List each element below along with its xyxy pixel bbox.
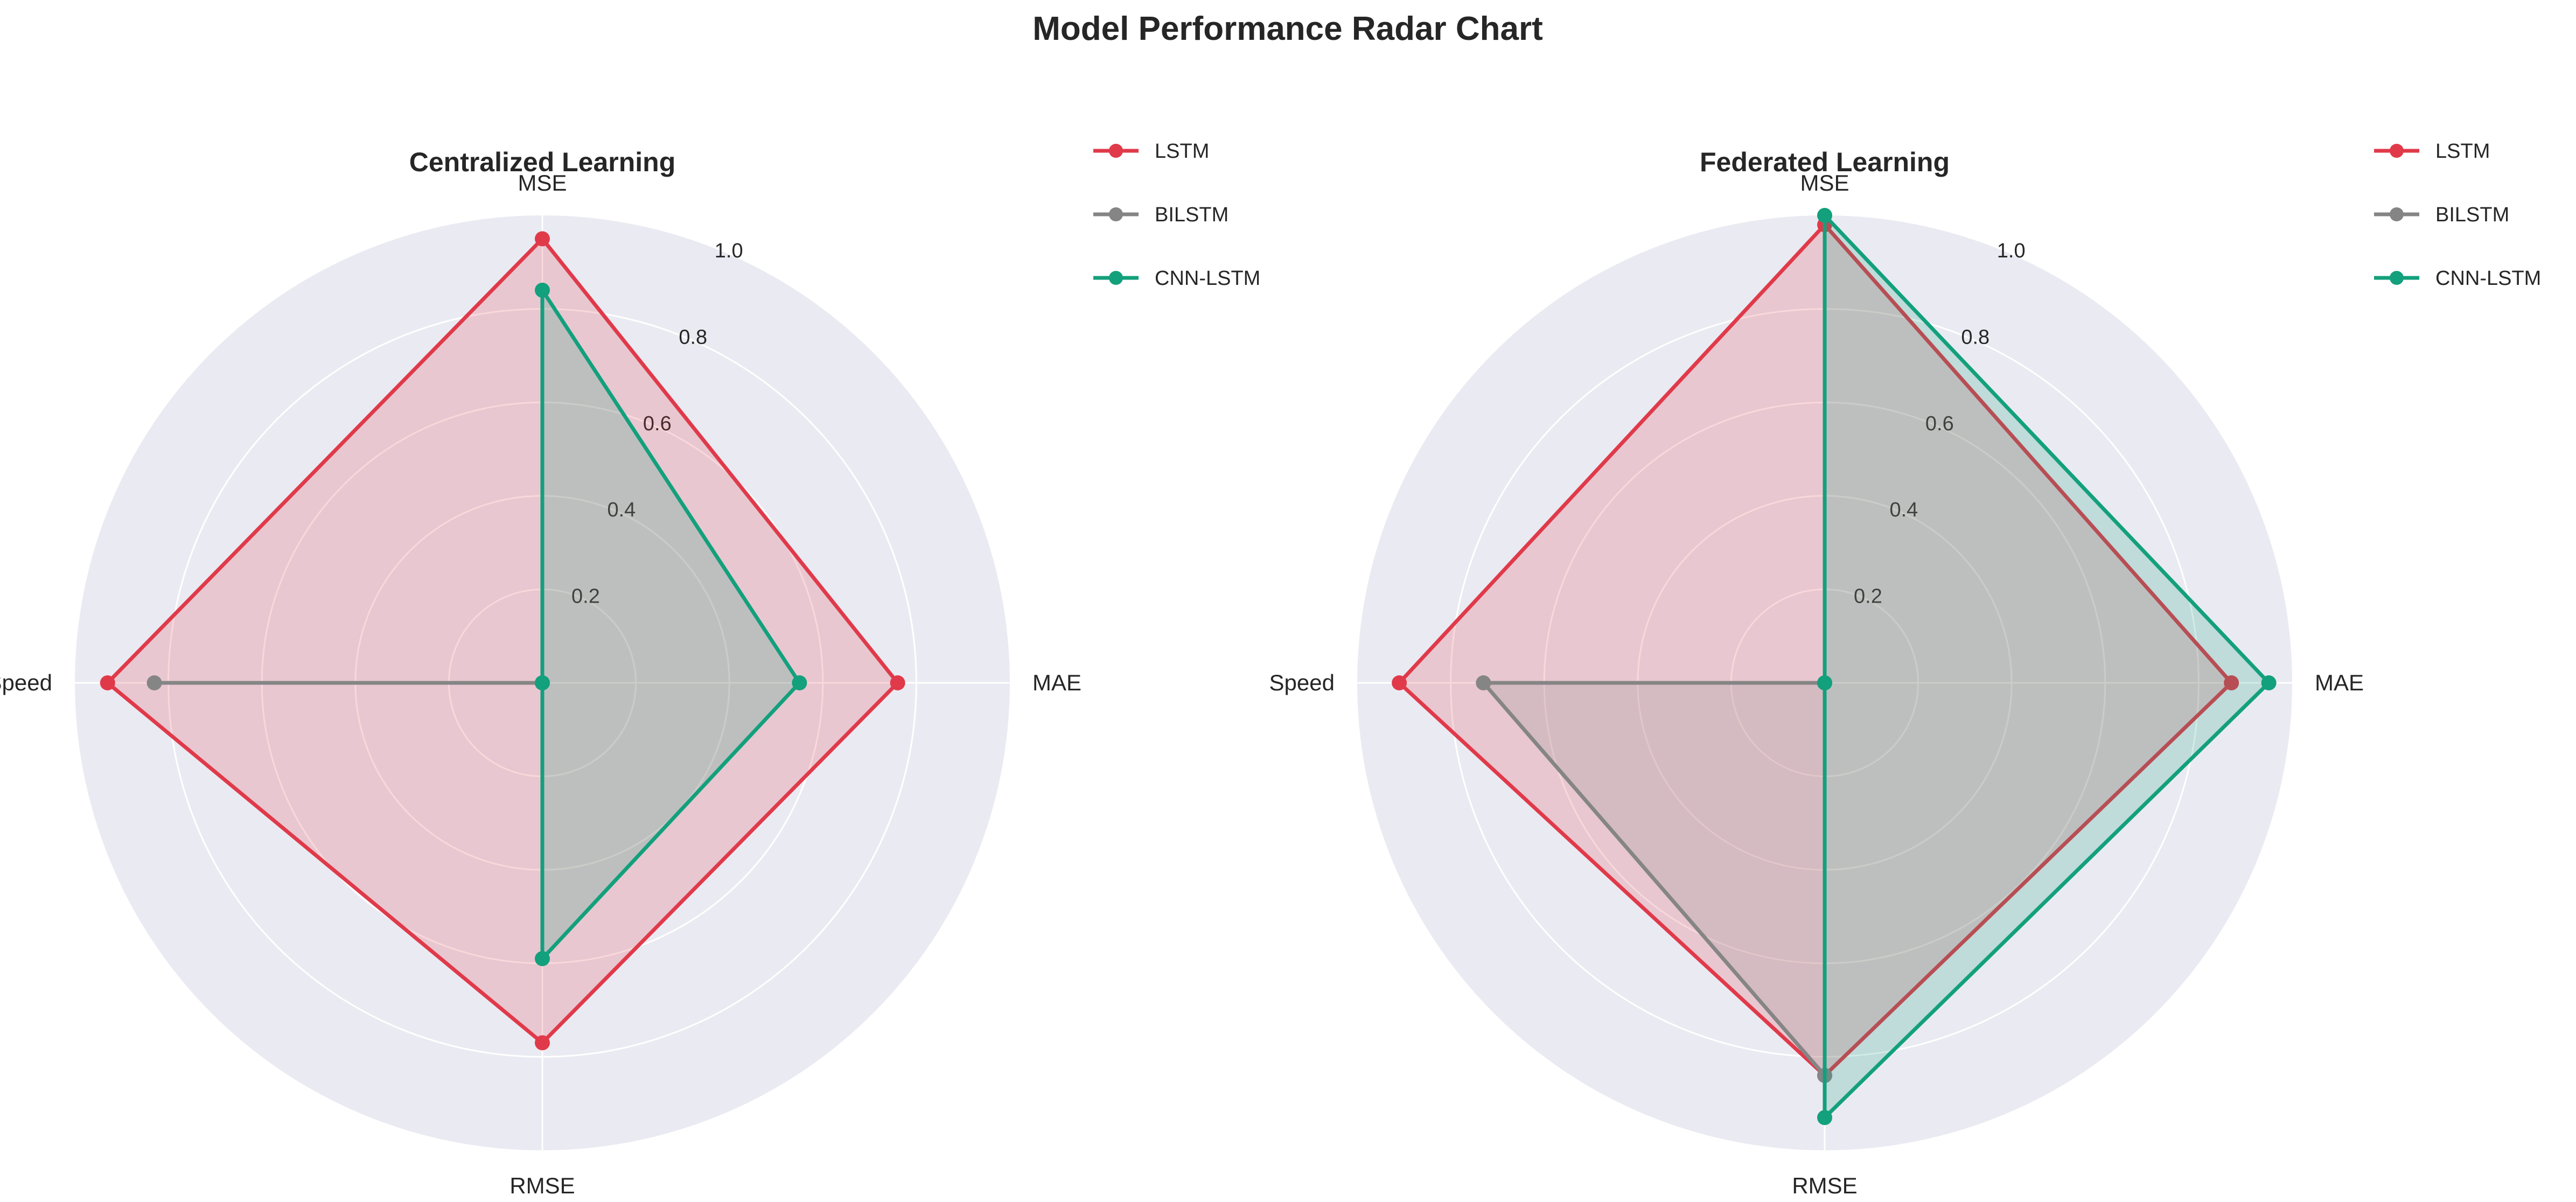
series-fill-lstm [1399, 225, 2232, 1076]
r-tick-label: 0.8 [679, 326, 707, 348]
series-fill-lstm [107, 239, 898, 1043]
legend-marker [2390, 144, 2404, 158]
axis-label-rmse: RMSE [509, 1173, 575, 1198]
point-bilstm-speed [1476, 675, 1491, 690]
point-lstm-speed [100, 675, 115, 690]
legend-label: BILSTM [1155, 204, 1228, 226]
r-tick-label: 0.4 [607, 499, 636, 521]
point-cnn-lstm-rmse [1817, 1110, 1832, 1126]
legend-item-bilstm: BILSTM [1093, 204, 1228, 226]
centralized-radar-panel: 0.2 0.4 0.6 0.8 1.0 MSE MAE RMSE Speed Centrali… [0, 140, 1260, 1198]
radar-series [1392, 208, 2277, 1126]
legend-label: BILSTM [2435, 204, 2509, 226]
r-tick-label: 0.4 [1889, 499, 1918, 521]
r-tick-label: 0.2 [571, 585, 600, 608]
point-cnn-lstm-speed [535, 675, 550, 690]
legend: LSTM BILSTM CNN-LSTM [2374, 140, 2541, 290]
axis-labels: MSE MAE RMSE Speed [1269, 170, 2364, 1198]
axis-label-speed: Speed [1269, 670, 1335, 695]
r-tick-label: 1.0 [1997, 240, 2026, 262]
figure-title: Model Performance Radar Chart [1032, 10, 1542, 47]
point-lstm-speed [1392, 675, 1407, 690]
axis-label-rmse: RMSE [1792, 1173, 1857, 1198]
point-lstm-mae [890, 675, 905, 690]
axis-labels: MSE MAE RMSE Speed [0, 170, 1081, 1198]
point-bilstm-speed [146, 675, 162, 690]
legend-item-cnn-lstm: CNN-LSTM [1093, 267, 1260, 290]
federated-radar-panel: 0.2 0.4 0.6 0.8 1.0 MSE MAE RMSE Speed Federate… [1269, 140, 2542, 1198]
point-cnn-lstm-mae [2261, 675, 2277, 690]
legend-label: LSTM [2435, 140, 2490, 163]
legend-marker [1109, 207, 1123, 221]
series-fill-cnn-lstm [1825, 215, 2269, 1118]
legend-label: LSTM [1155, 140, 1209, 163]
point-lstm-mae [2224, 675, 2239, 690]
point-cnn-lstm-mse [1817, 208, 1832, 223]
point-lstm-mse [535, 231, 550, 247]
radar-series [100, 231, 905, 1051]
axis-label-speed: Speed [0, 670, 52, 695]
r-tick-label: 0.6 [643, 413, 672, 435]
series-lstm [100, 231, 905, 1051]
legend-marker [1109, 144, 1123, 158]
legend-item-lstm: LSTM [1093, 140, 1209, 163]
series-fill-cnn-lstm [542, 290, 800, 959]
series-cnn-lstm [535, 282, 807, 967]
legend: LSTM BILSTM CNN-LSTM [1093, 140, 1260, 290]
point-lstm-rmse [535, 1035, 550, 1051]
axis-label-mae: MAE [1032, 670, 1081, 695]
radial-tick-labels: 0.2 0.4 0.6 0.8 1.0 [571, 240, 743, 608]
point-cnn-lstm-speed [1817, 675, 1832, 690]
panel-title: Centralized Learning [409, 147, 676, 177]
legend-item-cnn-lstm: CNN-LSTM [2374, 267, 2541, 290]
point-cnn-lstm-rmse [535, 951, 550, 967]
point-cnn-lstm-mse [535, 282, 550, 298]
legend-marker [2390, 271, 2404, 285]
axis-label-mse: MSE [518, 170, 567, 195]
legend-item-lstm: LSTM [2374, 140, 2490, 163]
r-tick-label: 0.6 [1925, 413, 1954, 435]
legend-marker [2390, 207, 2404, 221]
axis-label-mse: MSE [1800, 170, 1849, 195]
series-cnn-lstm [1817, 208, 2277, 1126]
legend-item-bilstm: BILSTM [2374, 204, 2509, 226]
axis-label-mae: MAE [2315, 670, 2364, 695]
panel-title: Federated Learning [1700, 147, 1950, 177]
r-tick-label: 0.2 [1854, 585, 1882, 608]
r-tick-label: 1.0 [715, 240, 743, 262]
legend-label: CNN-LSTM [2435, 267, 2541, 290]
r-tick-label: 0.8 [1961, 326, 1989, 348]
legend-marker [1109, 271, 1123, 285]
legend-label: CNN-LSTM [1155, 267, 1260, 290]
radial-tick-labels: 0.2 0.4 0.6 0.8 1.0 [1854, 240, 2026, 608]
point-cnn-lstm-mae [792, 675, 807, 690]
